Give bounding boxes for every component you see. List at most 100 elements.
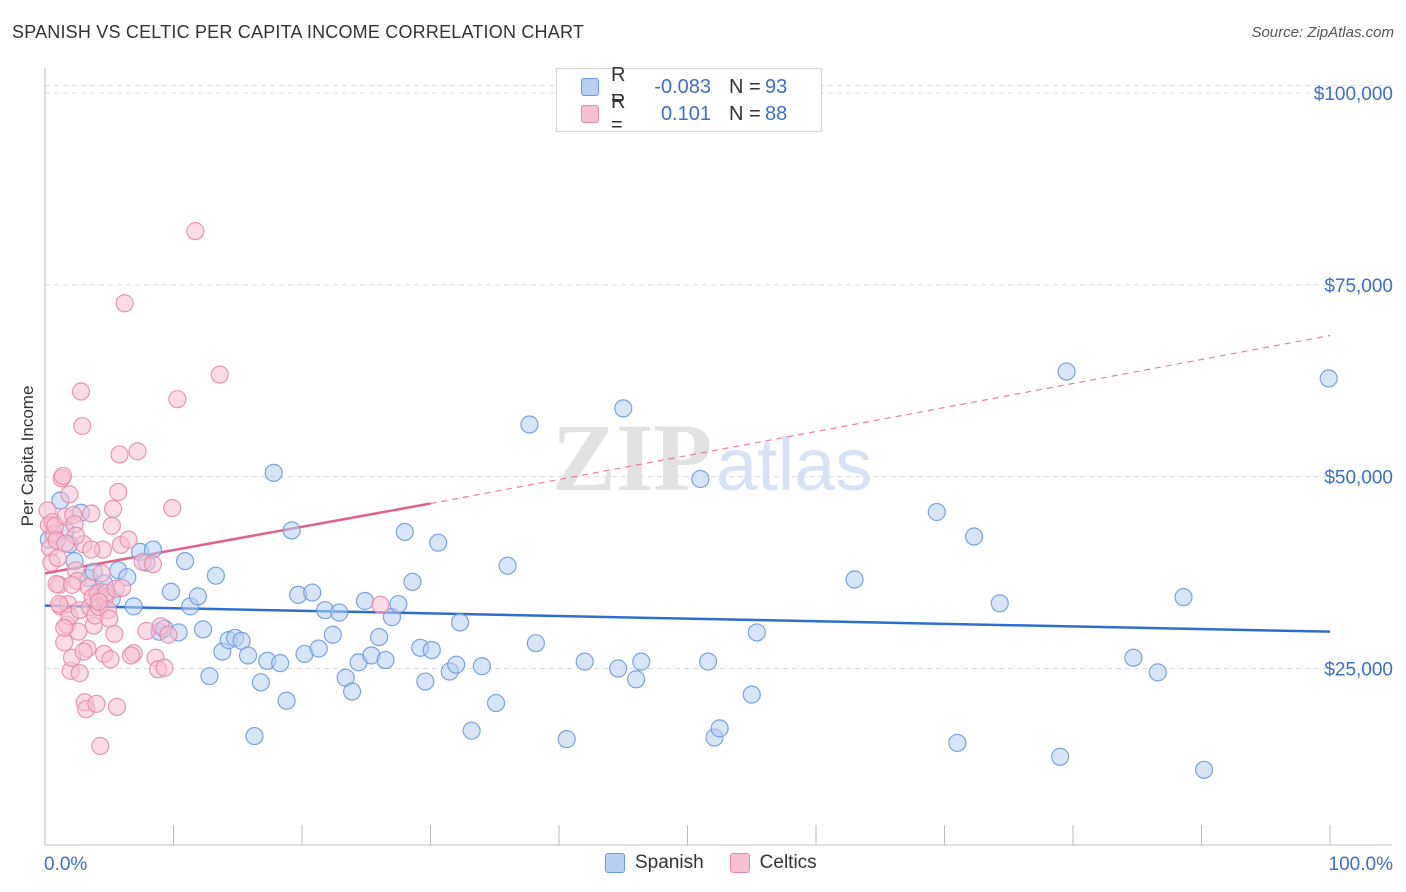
spanish-point	[188, 587, 208, 606]
spanish-point	[389, 594, 408, 614]
celtics-point	[55, 618, 74, 637]
spanish-legend-swatch	[605, 853, 625, 873]
celtics-swatch	[581, 105, 599, 123]
spanish-point	[309, 639, 328, 658]
celtics-point	[210, 365, 229, 384]
celtics-point	[104, 499, 123, 519]
celtics-point	[82, 540, 101, 559]
spanish-point	[632, 652, 651, 671]
spanish-point	[526, 634, 545, 653]
spanish-point	[370, 627, 389, 647]
spanish-point	[927, 502, 946, 522]
spanish-point	[282, 521, 301, 540]
spanish-point	[416, 672, 435, 691]
celtics-trendline	[44, 502, 431, 575]
celtics-point	[62, 575, 82, 594]
celtics-point	[143, 555, 163, 574]
spanish-point	[124, 597, 143, 616]
celtics-point	[47, 575, 66, 594]
n-label: N =	[729, 75, 761, 98]
y-tick-labels: $25,000 $50,000 $75,000 $100,000	[1314, 84, 1393, 680]
celtics-point	[48, 548, 67, 568]
celtics-point	[74, 642, 93, 661]
watermark-zip: ZIP	[552, 404, 712, 511]
celtics-point	[119, 530, 138, 549]
spanish-point	[355, 591, 375, 611]
x-tick-label: 100.0%	[1329, 854, 1394, 875]
spanish-point	[376, 650, 395, 670]
spanish-point	[175, 551, 195, 571]
celtics-point	[92, 564, 111, 583]
correlation-legend: R = -0.083 N = 93 R = 0.101 N = 88	[556, 64, 822, 136]
spanish-point	[1319, 369, 1338, 388]
spanish-point	[609, 659, 628, 678]
celtics-point	[91, 736, 110, 756]
celtics-legend-swatch	[729, 853, 750, 873]
spanish-point	[462, 721, 481, 740]
data-points	[38, 222, 1338, 779]
spanish-point	[1148, 663, 1167, 682]
spanish-point	[614, 399, 633, 418]
chart-title: SPANISH VS CELTIC PER CAPITA INCOME CORR…	[12, 22, 585, 42]
celtics-point	[82, 504, 101, 523]
spanish-trendline	[44, 604, 1331, 633]
celtics-point	[100, 609, 119, 628]
celtics-point	[159, 625, 178, 644]
trendlines	[44, 334, 1331, 633]
celtics-point	[60, 485, 79, 504]
r-value: 0.101	[660, 102, 711, 125]
spanish-point	[964, 527, 984, 546]
r-label: R =	[611, 91, 626, 136]
spanish-point	[277, 691, 296, 710]
axes	[44, 68, 1392, 846]
legend-row-celtics: R = 0.101 N = 88	[581, 91, 788, 136]
spanish-point	[330, 603, 349, 622]
spanish-point	[395, 522, 414, 542]
celtics-point	[50, 594, 69, 614]
spanish-point	[271, 654, 290, 673]
y-tick-label: $50,000	[1324, 468, 1393, 489]
celtics-point	[102, 516, 121, 535]
legend-item-spanish[interactable]: Spanish	[605, 852, 704, 874]
r-value: -0.083	[654, 75, 711, 98]
spanish-swatch	[581, 78, 599, 96]
spanish-point	[990, 594, 1009, 613]
celtics-trendline	[430, 334, 1331, 505]
celtics-point	[53, 466, 73, 486]
y-tick-label: $100,000	[1314, 84, 1393, 105]
celtics-point	[70, 664, 89, 683]
spanish-point	[498, 556, 517, 575]
celtics-point	[112, 578, 132, 598]
spanish-point	[343, 682, 362, 701]
spanish-point	[698, 652, 718, 671]
celtics-point	[168, 390, 187, 409]
legend-label-celtics: Celtics	[759, 852, 817, 873]
source-credit: Source: ZipAtlas.com	[1251, 24, 1394, 41]
spanish-point	[200, 667, 219, 686]
spanish-point	[472, 657, 491, 676]
x-tick-label: 0.0%	[44, 854, 87, 875]
spanish-point	[450, 613, 470, 632]
spanish-point	[251, 673, 270, 692]
y-tick-label: $75,000	[1324, 276, 1393, 297]
spanish-point	[303, 583, 322, 602]
y-axis-label: Per Capita Income	[18, 386, 37, 527]
n-value: 93	[765, 75, 788, 98]
spanish-point	[245, 726, 264, 746]
spanish-point	[447, 655, 466, 674]
spanish-point	[422, 640, 441, 660]
celtics-point	[128, 442, 147, 461]
celtics-point	[121, 646, 141, 665]
legend-label-spanish: Spanish	[635, 852, 704, 873]
spanish-point	[1057, 362, 1076, 381]
celtics-point	[73, 416, 92, 436]
spanish-point	[1174, 588, 1193, 607]
spanish-point	[742, 685, 761, 704]
legend-item-celtics[interactable]: Celtics	[729, 852, 817, 874]
n-value: 88	[765, 102, 788, 125]
celtics-point	[71, 382, 91, 401]
spanish-point	[1124, 648, 1143, 667]
grid-lines	[45, 84, 1392, 670]
celtics-point	[371, 595, 390, 614]
